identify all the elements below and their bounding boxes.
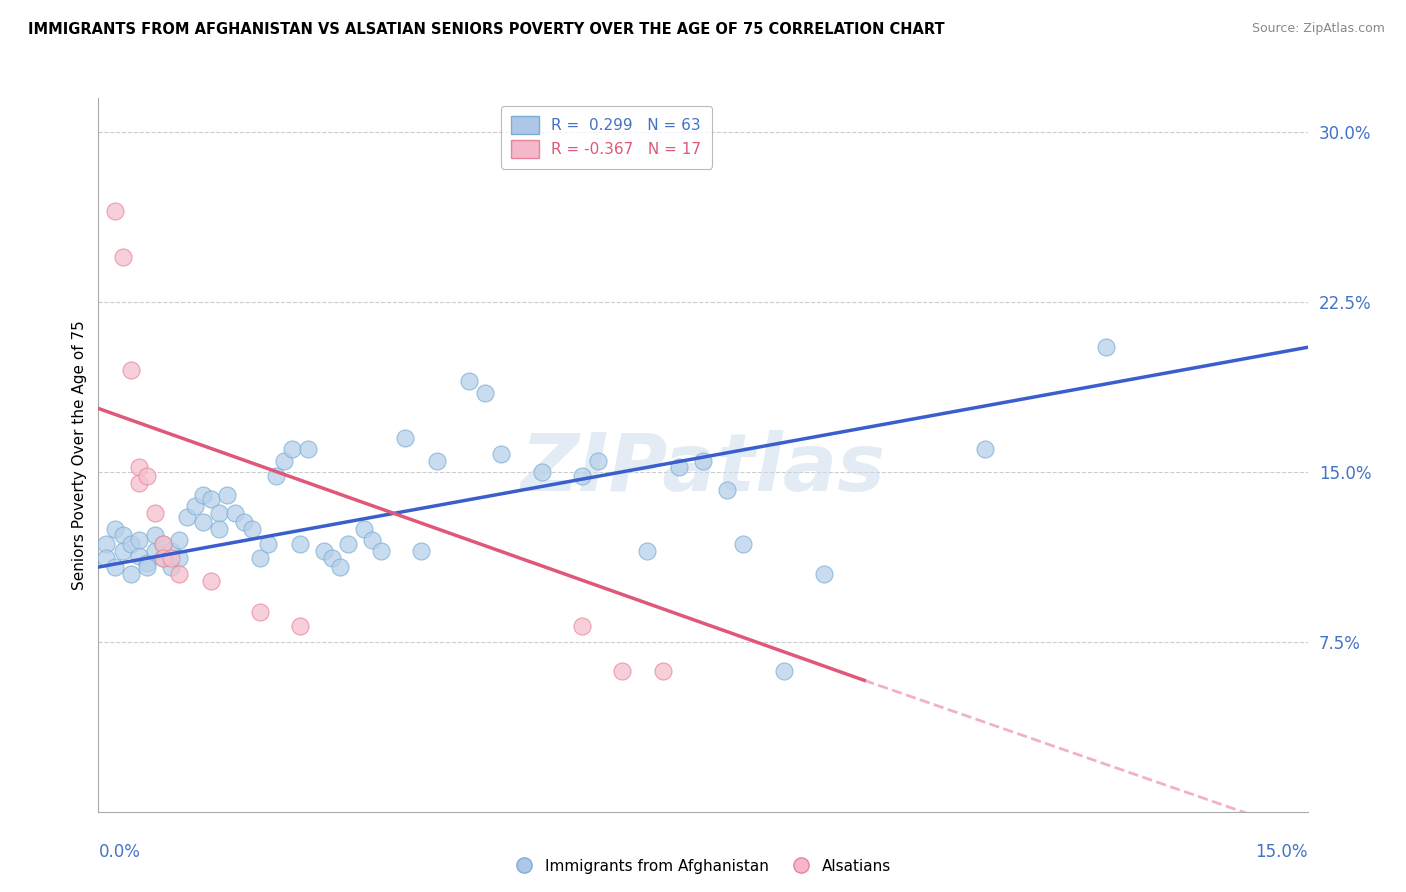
Point: [193, 487, 215, 501]
Point: [160, 551, 183, 566]
Text: 0.0%: 0.0%: [98, 843, 141, 861]
Point: [111, 250, 134, 264]
Point: [329, 560, 352, 574]
Point: [103, 522, 125, 536]
Text: 15.0%: 15.0%: [1256, 843, 1308, 861]
Point: [208, 506, 231, 520]
Point: [426, 453, 449, 467]
Point: [314, 544, 336, 558]
Point: [297, 442, 319, 457]
Point: [135, 556, 157, 570]
Point: [103, 204, 125, 219]
Point: [143, 544, 166, 558]
Point: [813, 566, 835, 581]
Point: [571, 619, 593, 633]
Point: [217, 487, 239, 501]
Point: [474, 385, 496, 400]
Point: [167, 551, 190, 566]
Point: [120, 363, 142, 377]
Point: [716, 483, 738, 497]
Text: ZIPatlas: ZIPatlas: [520, 430, 886, 508]
Point: [224, 506, 246, 520]
Point: [337, 537, 360, 551]
Point: [208, 522, 231, 536]
Point: [586, 453, 609, 467]
Point: [692, 453, 714, 467]
Point: [160, 560, 183, 574]
Point: [167, 533, 190, 547]
Point: [733, 537, 755, 551]
Point: [249, 606, 271, 620]
Point: [111, 544, 134, 558]
Point: [176, 510, 198, 524]
Point: [321, 551, 343, 566]
Point: [353, 522, 375, 536]
Point: [281, 442, 304, 457]
Point: [409, 544, 432, 558]
Point: [128, 460, 150, 475]
Point: [288, 619, 311, 633]
Point: [143, 528, 166, 542]
Point: [96, 537, 118, 551]
Point: [256, 537, 278, 551]
Point: [974, 442, 997, 457]
Point: [394, 431, 416, 445]
Point: [128, 476, 150, 491]
Point: [668, 460, 690, 475]
Point: [612, 665, 634, 679]
Point: [120, 566, 142, 581]
Point: [651, 665, 673, 679]
Point: [160, 544, 183, 558]
Point: [167, 566, 190, 581]
Point: [200, 574, 222, 588]
Point: [232, 515, 254, 529]
Point: [96, 551, 118, 566]
Text: IMMIGRANTS FROM AFGHANISTAN VS ALSATIAN SENIORS POVERTY OVER THE AGE OF 75 CORRE: IMMIGRANTS FROM AFGHANISTAN VS ALSATIAN …: [28, 22, 945, 37]
Point: [273, 453, 295, 467]
Point: [361, 533, 384, 547]
Y-axis label: Seniors Poverty Over the Age of 75: Seniors Poverty Over the Age of 75: [72, 320, 87, 590]
Point: [152, 551, 174, 566]
Point: [571, 469, 593, 483]
Point: [370, 544, 392, 558]
Point: [772, 665, 794, 679]
Point: [152, 537, 174, 551]
Point: [200, 492, 222, 507]
Point: [143, 506, 166, 520]
Point: [152, 537, 174, 551]
Point: [458, 374, 481, 388]
Point: [128, 533, 150, 547]
Point: [135, 560, 157, 574]
Legend: R =  0.299   N = 63, R = -0.367   N = 17: R = 0.299 N = 63, R = -0.367 N = 17: [501, 106, 711, 169]
Point: [135, 469, 157, 483]
Point: [636, 544, 658, 558]
Point: [240, 522, 263, 536]
Point: [103, 560, 125, 574]
Point: [288, 537, 311, 551]
Point: [111, 528, 134, 542]
Legend: Immigrants from Afghanistan, Alsatians: Immigrants from Afghanistan, Alsatians: [509, 853, 897, 880]
Point: [264, 469, 287, 483]
Point: [193, 515, 215, 529]
Point: [530, 465, 553, 479]
Point: [249, 551, 271, 566]
Point: [1095, 340, 1118, 354]
Point: [120, 537, 142, 551]
Point: [128, 549, 150, 563]
Point: [184, 499, 207, 513]
Point: [152, 551, 174, 566]
Text: Source: ZipAtlas.com: Source: ZipAtlas.com: [1251, 22, 1385, 36]
Point: [491, 447, 513, 461]
